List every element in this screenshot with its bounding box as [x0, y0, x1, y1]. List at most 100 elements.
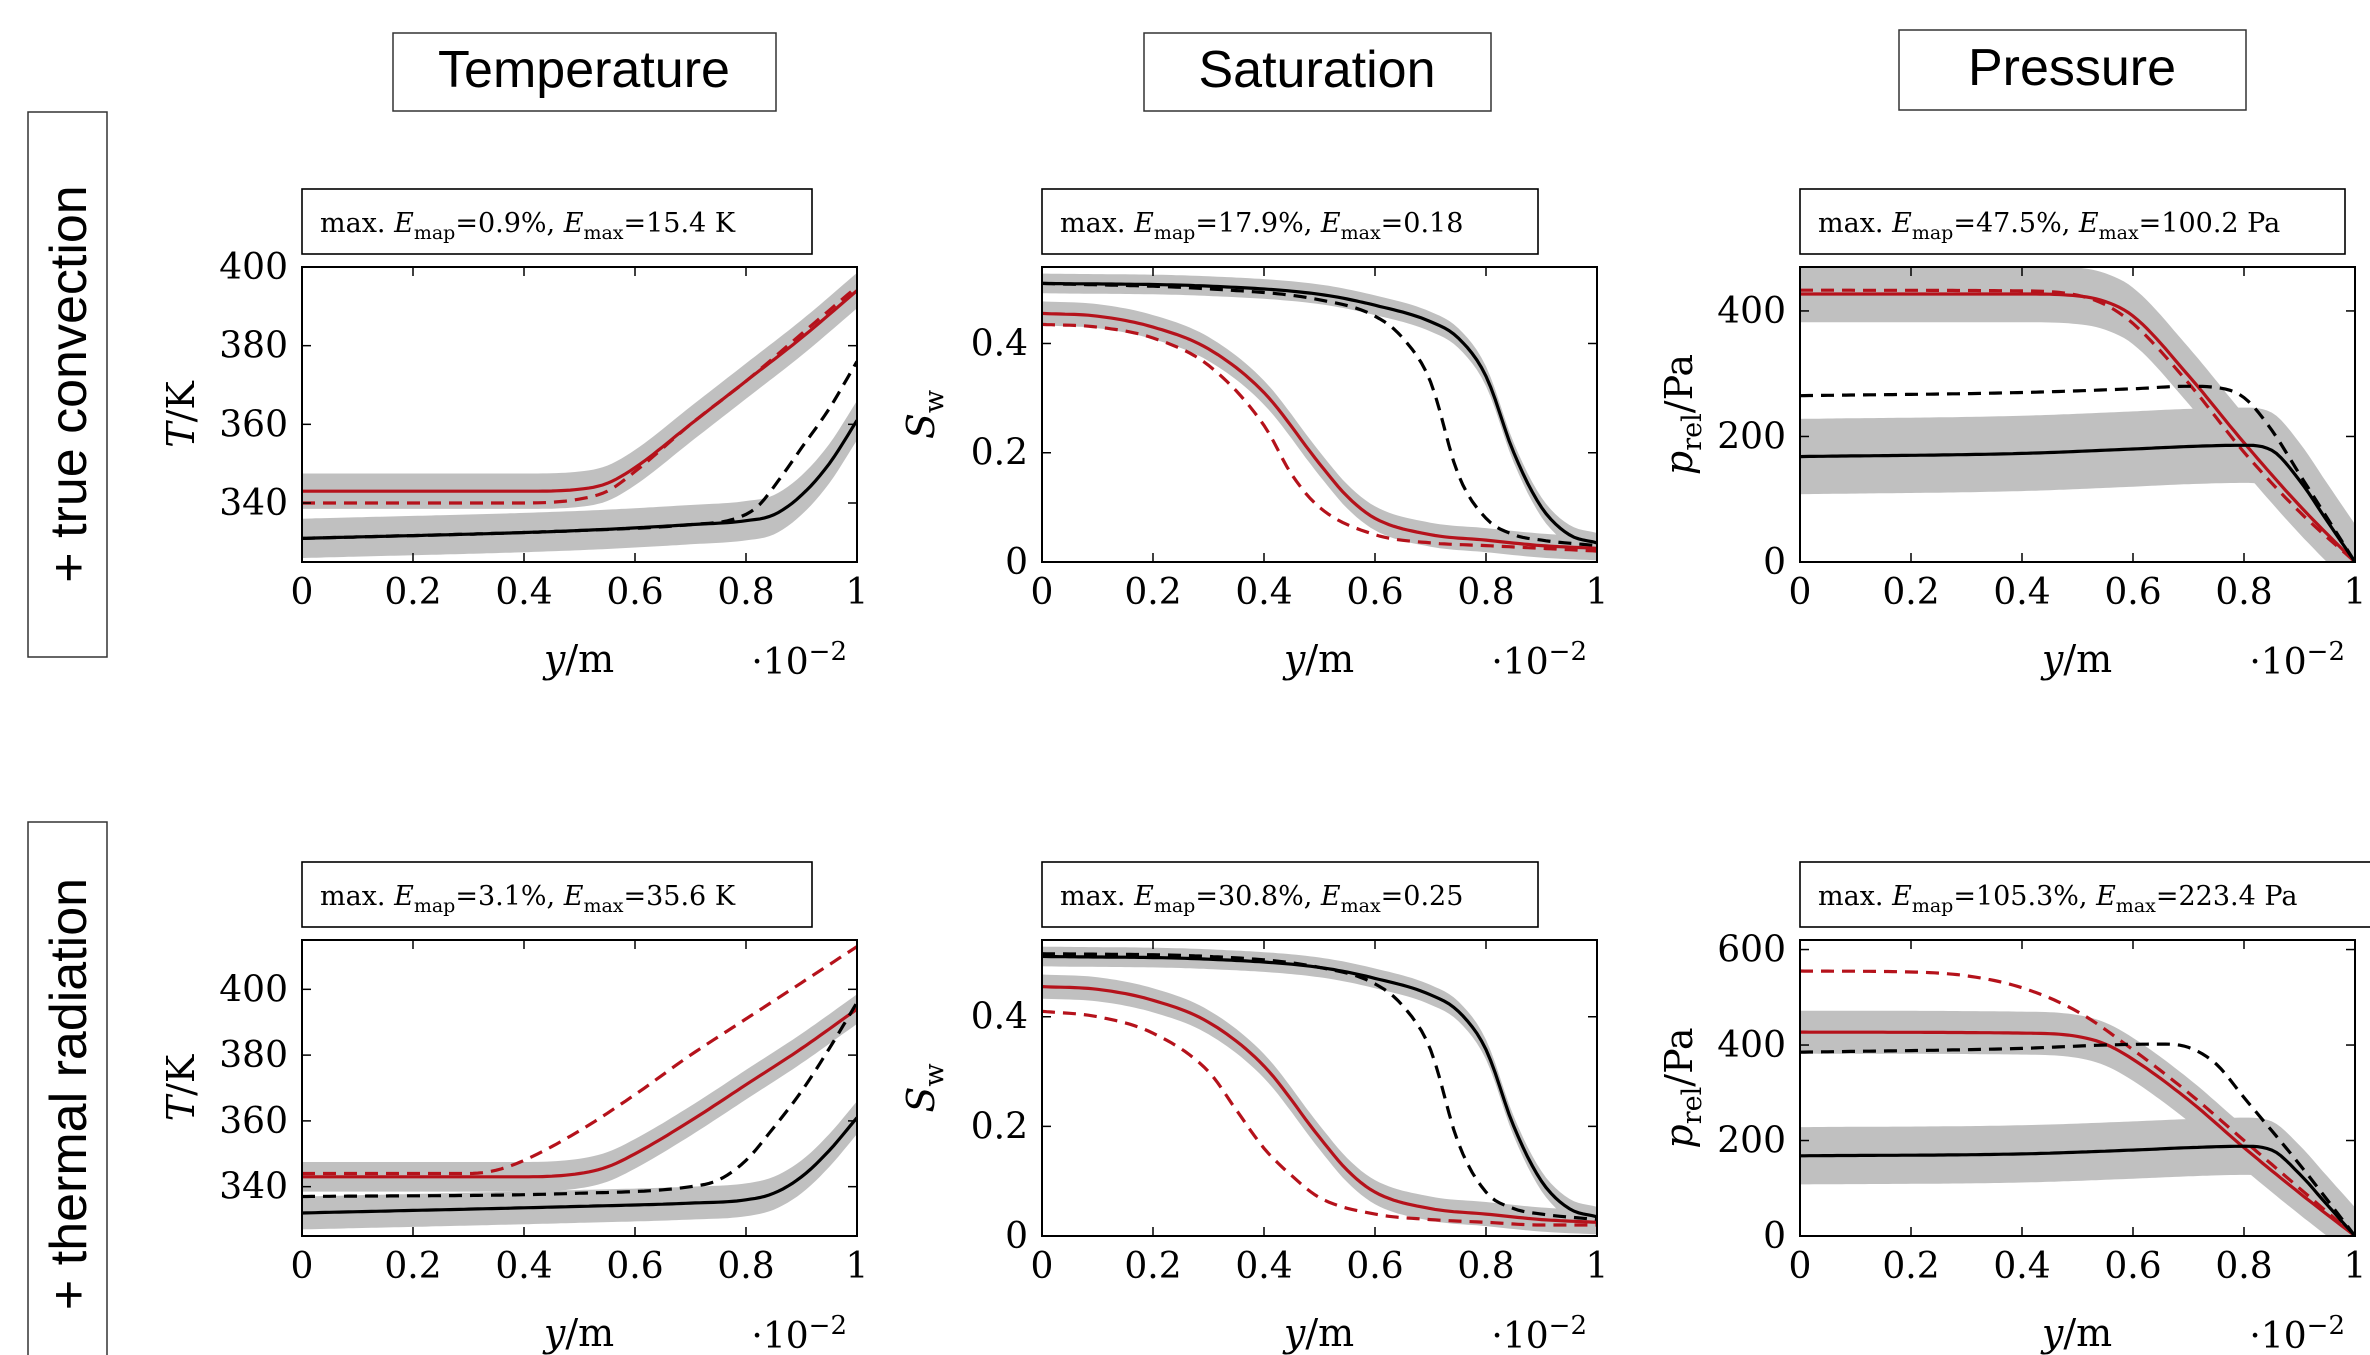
x-tick-label: 0.6	[1346, 1246, 1403, 1287]
column-header-pressure: Pressure	[1898, 29, 2247, 111]
y-tick-label: 380	[219, 1035, 288, 1076]
axes-frame	[1799, 266, 2356, 563]
x-tick-label: 0.6	[606, 1246, 663, 1287]
y-tick-label: 340	[219, 483, 288, 524]
x-tick-label: 0.6	[1346, 572, 1403, 613]
series-red-dashed	[302, 285, 857, 505]
y-tick-label: 340	[219, 1167, 288, 1208]
x-axis-label: y/m	[1282, 637, 1354, 681]
series-black-solid	[1800, 443, 2355, 562]
y-tick-label: 0.2	[971, 1106, 1028, 1147]
x-tick-label: 0.8	[2215, 1246, 2272, 1287]
y-tick-label: 360	[219, 1101, 288, 1142]
x-tick-label: 0.2	[1124, 572, 1181, 613]
row-header-thermal-radiation: + thermal radiation	[27, 821, 108, 1355]
error-annotation: max. Emap=47.5%, Emax=100.2 Pa	[1799, 188, 2346, 255]
x-tick-label: 0.8	[1457, 572, 1514, 613]
uncertainty-band-2	[1042, 974, 1597, 1235]
x-tick-label: 0.4	[1235, 572, 1292, 613]
series-red-solid	[302, 1007, 857, 1179]
chart-panel-2: max. Emap=47.5%, Emax=100.2 Pa 0 0.2 0.4 0.6…	[1657, 188, 2367, 683]
y-tick-label: 0	[1763, 1216, 1786, 1257]
x-tick-label: 1	[2344, 1246, 2367, 1287]
plot-area	[1042, 946, 1597, 1235]
x-tick-label: 0.8	[717, 572, 774, 613]
error-annotation: max. Emap=105.3%, Emax=223.4 Pa	[1799, 861, 2370, 928]
y-tick-label: 200	[1717, 1121, 1786, 1162]
row-header-true-convection: + true convection	[27, 111, 108, 658]
axes-frame	[1041, 266, 1598, 563]
x-tick-label: 1	[1586, 572, 1609, 613]
y-tick-label: 380	[219, 326, 288, 367]
annotation-box	[1799, 188, 2346, 255]
series-black-dashed	[1800, 1042, 2355, 1236]
x-axis-label: y/m	[1282, 1311, 1354, 1355]
y-tick-label: 400	[219, 969, 288, 1010]
y-tick-label: 200	[1717, 416, 1786, 457]
annotation-text: max. Emap=105.3%, Emax=223.4 Pa	[1818, 881, 2297, 917]
series-red-solid	[302, 289, 857, 493]
series-black-dashed	[1042, 952, 1597, 1222]
series-red-dashed	[1800, 288, 2355, 562]
chart-panels: max. Emap=0.9%, Emax=15.4 K 0 0.2 0.4 0.6 0.8…	[159, 188, 2370, 1355]
series-black-solid	[302, 1116, 857, 1215]
chart-panel-0: max. Emap=0.9%, Emax=15.4 K 0 0.2 0.4 0.6 0.8…	[159, 188, 868, 683]
x-tick-label: 0	[1031, 572, 1054, 613]
row-title-thermal-radiation: + thermal radiation	[40, 878, 98, 1310]
plot-area	[302, 272, 857, 559]
uncertainty-band-0	[1042, 273, 1597, 553]
y-tick-label: 0	[1763, 542, 1786, 583]
axes-frame	[301, 939, 858, 1237]
series-red-dashed	[1800, 969, 2355, 1236]
x-axis-label: y/m	[2040, 1311, 2112, 1355]
uncertainty-band-0	[302, 272, 857, 509]
y-tick-label: 400	[1717, 291, 1786, 332]
error-annotation: max. Emap=30.8%, Emax=0.25	[1041, 861, 1539, 928]
annotation-box	[1799, 861, 2370, 928]
column-title-pressure: Pressure	[1968, 39, 2176, 97]
series-black-dashed	[1042, 281, 1597, 548]
y-axis-label: prel/Pa	[1657, 354, 1708, 475]
x-tick-label: 0	[291, 572, 314, 613]
y-tick-label: 360	[219, 404, 288, 445]
error-annotation: max. Emap=17.9%, Emax=0.18	[1041, 188, 1539, 255]
annotation-text: max. Emap=0.9%, Emax=15.4 K	[320, 208, 736, 244]
y-tick-label: 400	[219, 247, 288, 288]
axes-frame	[301, 266, 858, 563]
annotation-text: max. Emap=3.1%, Emax=35.6 K	[320, 881, 736, 917]
x-axis-label: y/m	[2040, 637, 2112, 681]
chart-panel-1: max. Emap=17.9%, Emax=0.18 0 0.2 0.4 0.6 0.8 1…	[899, 188, 1609, 683]
x-axis-label: y/m	[542, 1311, 614, 1355]
y-axis-label: prel/Pa	[1657, 1027, 1708, 1148]
y-axis-label: T/K	[159, 1054, 203, 1121]
plot-area	[1042, 273, 1597, 561]
y-tick-label: 0	[1005, 1216, 1028, 1257]
uncertainty-band-3	[302, 1101, 857, 1230]
column-header-temperature: Temperature	[392, 32, 777, 112]
axes-frame	[1799, 939, 2356, 1237]
x-axis-label: y/m	[542, 637, 614, 681]
x-tick-label: 0.8	[1457, 1246, 1514, 1287]
y-tick-label: 600	[1717, 930, 1786, 971]
series-red-dashed	[302, 945, 857, 1176]
x-tick-label: 0.6	[2104, 572, 2161, 613]
uncertainty-band-1	[302, 994, 857, 1192]
x-tick-label: 1	[2344, 572, 2367, 613]
x-tick-label: 0.6	[606, 572, 663, 613]
x-tick-label: 0.4	[495, 572, 552, 613]
y-axis-label: T/K	[159, 381, 203, 448]
series-red-solid	[1042, 311, 1597, 550]
x-axis-multiplier: ·10−2	[2249, 637, 2345, 683]
series-red-solid	[1042, 985, 1597, 1224]
annotation-box	[1041, 861, 1539, 928]
annotation-text: max. Emap=17.9%, Emax=0.18	[1060, 208, 1463, 244]
x-axis-multiplier: ·10−2	[1491, 1311, 1587, 1355]
x-tick-label: 0	[291, 1246, 314, 1287]
uncertainty-band-2	[302, 400, 857, 559]
y-tick-label: 0	[1005, 542, 1028, 583]
x-tick-label: 0.2	[1882, 572, 1939, 613]
uncertainty-band-2	[1042, 301, 1597, 561]
x-tick-label: 0.4	[495, 1246, 552, 1287]
x-tick-label: 0.4	[1235, 1246, 1292, 1287]
